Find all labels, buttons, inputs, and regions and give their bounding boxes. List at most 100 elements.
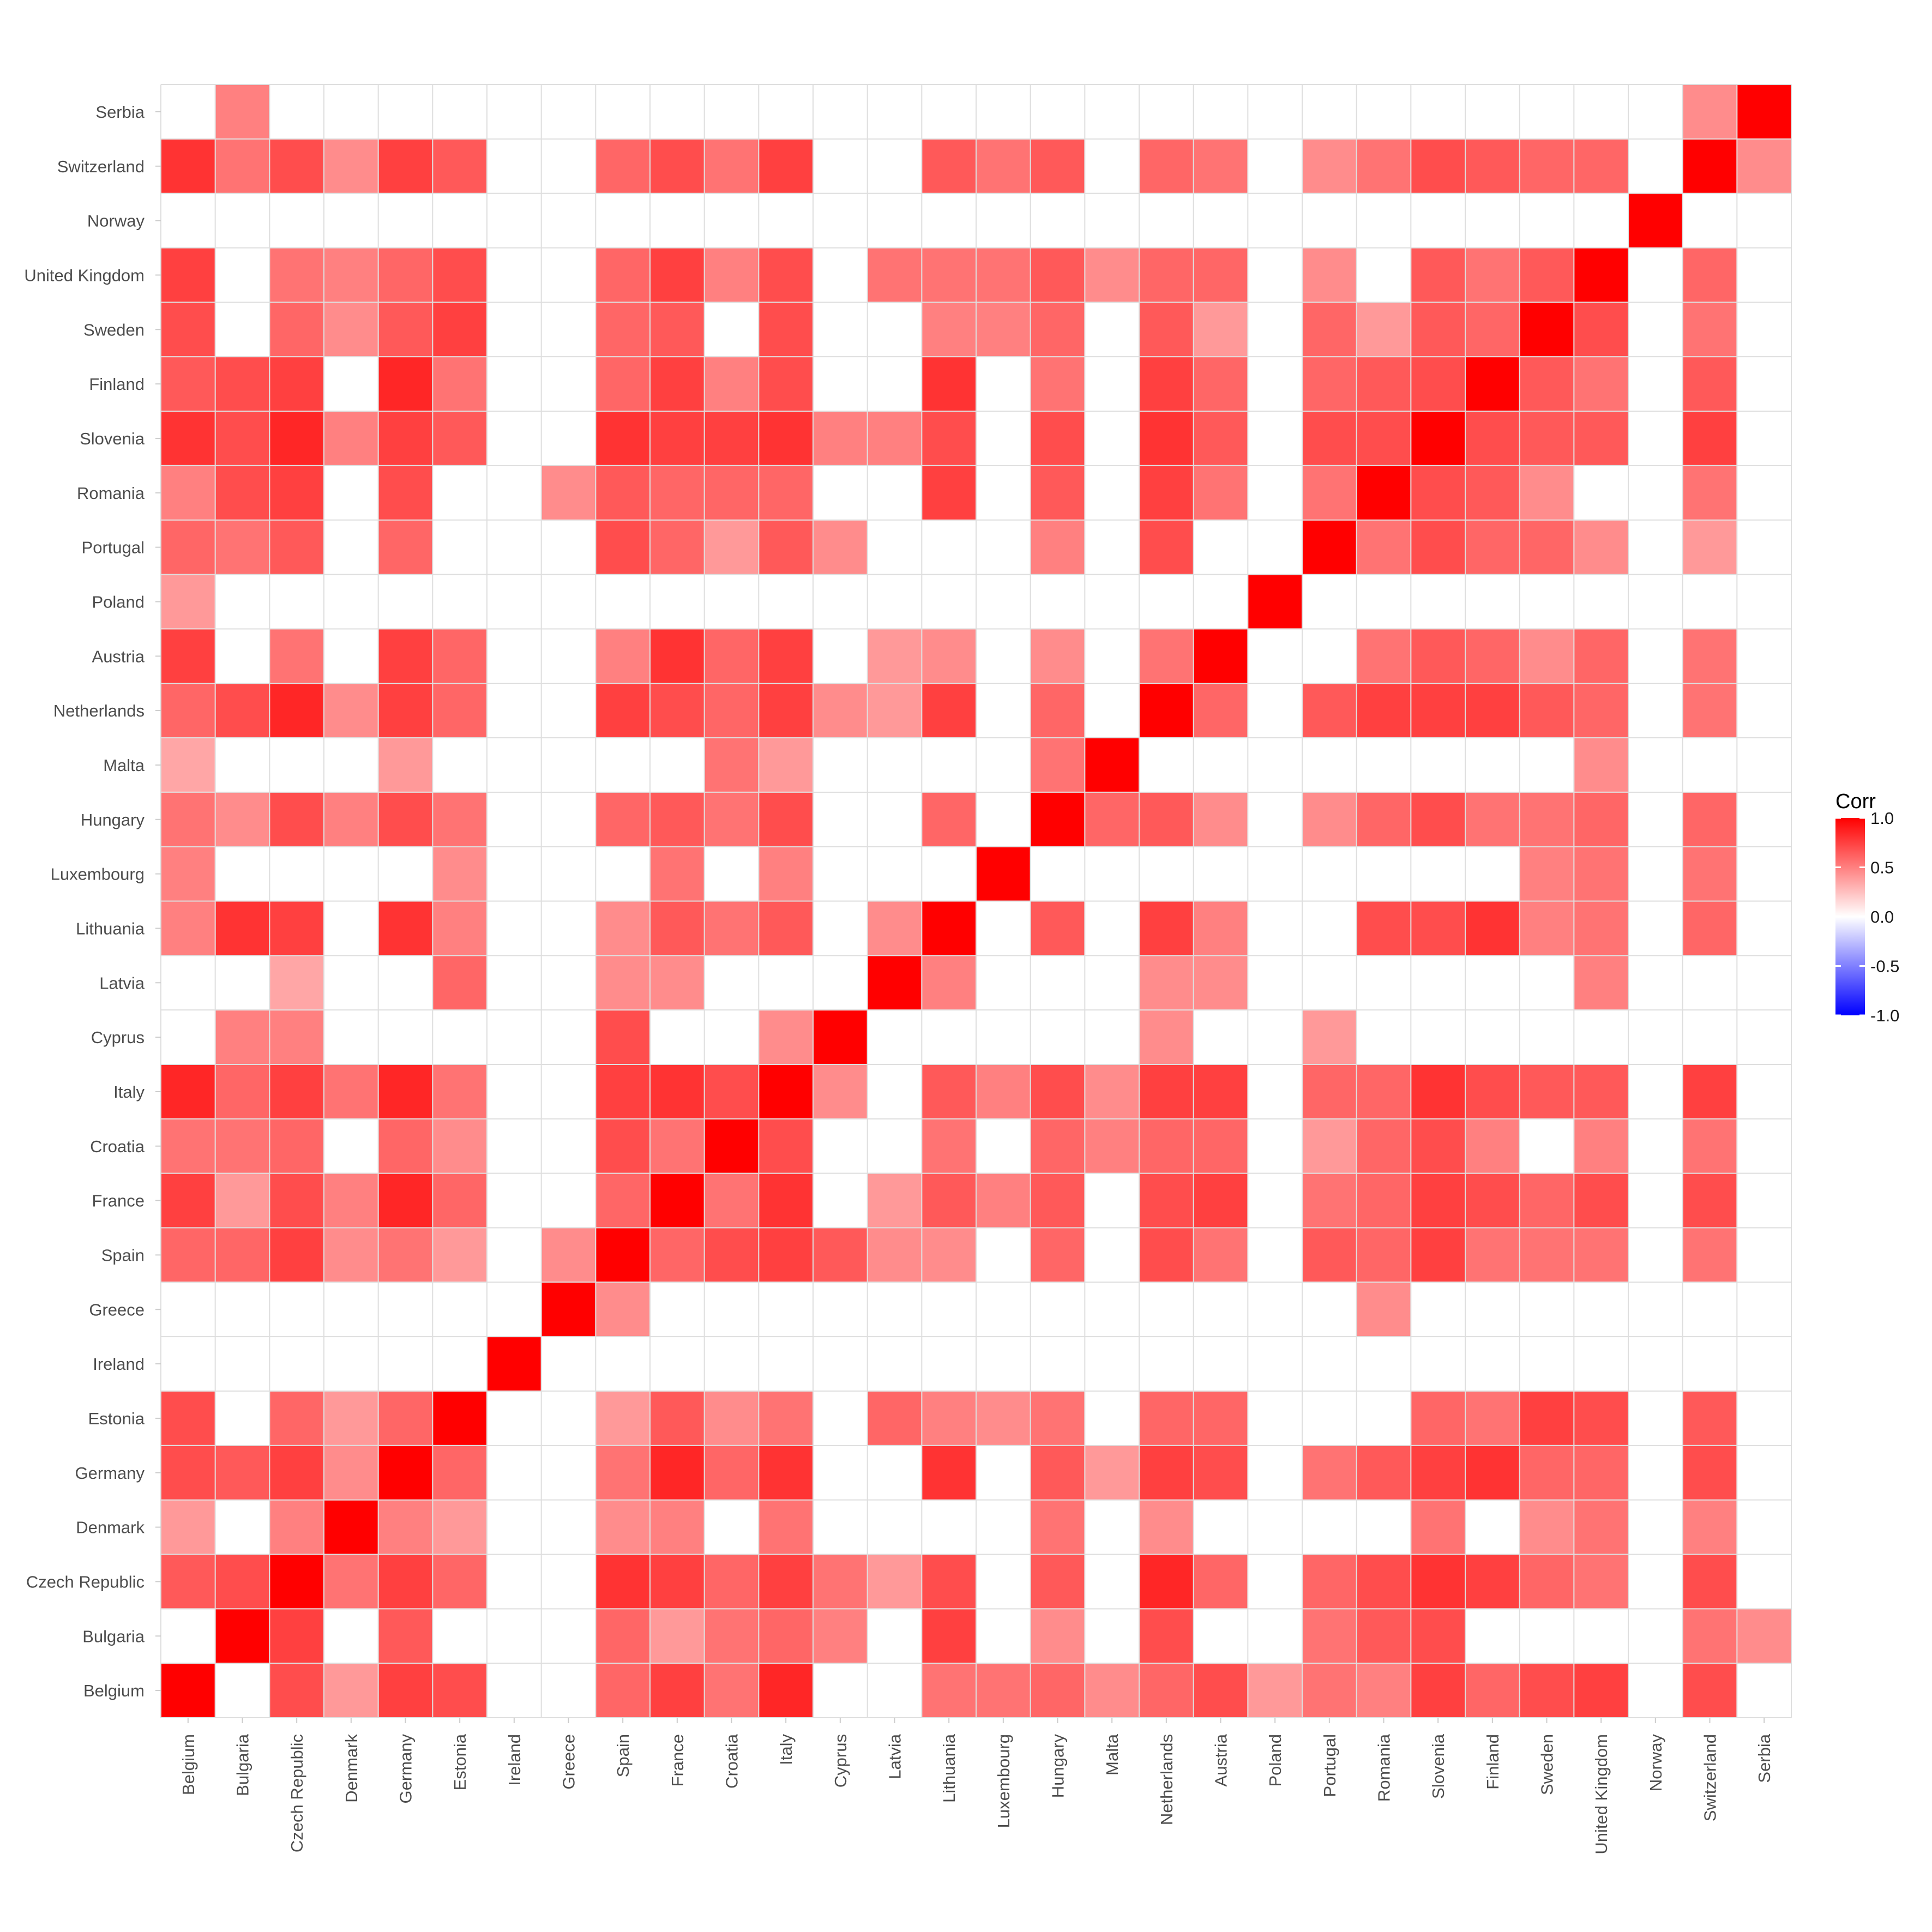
heatmap-cell-france-lithuania bbox=[651, 901, 704, 955]
heatmap-cell-sweden-spain bbox=[1520, 1228, 1574, 1282]
heatmap-cell-portugal-netherlands bbox=[1303, 684, 1356, 737]
heatmap-cell-croatia-finland bbox=[705, 357, 759, 411]
heatmap-cell-austria-united-kingdom bbox=[1194, 248, 1248, 302]
heatmap-cell-france-united-kingdom bbox=[651, 248, 704, 302]
heatmap-cell-bulgaria-czech-republic bbox=[215, 1555, 269, 1609]
heatmap-cell-france-germany bbox=[651, 1446, 704, 1500]
heatmap-cell-luxembourg-switzerland bbox=[977, 139, 1030, 193]
heatmap-cell-denmark-denmark bbox=[324, 1500, 378, 1554]
y-tick-label-greece: Greece bbox=[89, 1300, 145, 1319]
heatmap-cell-france-italy bbox=[651, 1065, 704, 1118]
heatmap-cell-belgium-portugal bbox=[161, 520, 215, 574]
heatmap-cell-estonia-latvia bbox=[433, 956, 486, 1010]
heatmap-cell-croatia-austria bbox=[705, 629, 759, 683]
heatmap-cell-estonia-germany bbox=[433, 1446, 486, 1500]
heatmap-cell-romania-romania bbox=[1357, 466, 1411, 520]
heatmap-cell-spain-greece bbox=[596, 1283, 649, 1337]
x-tick-label-greece: Greece bbox=[559, 1734, 579, 1790]
x-tick-label-latvia: Latvia bbox=[886, 1734, 905, 1779]
heatmap-cell-czech-republic-belgium bbox=[270, 1664, 323, 1717]
heatmap-cell-bulgaria-finland bbox=[215, 357, 269, 411]
y-tick-label-denmark: Denmark bbox=[76, 1518, 145, 1537]
heatmap-cell-united-kingdom-czech-republic bbox=[1574, 1555, 1628, 1609]
heatmap-cell-italy-united-kingdom bbox=[759, 248, 812, 302]
heatmap-cell-finland-portugal bbox=[1466, 520, 1519, 574]
x-tick-label-denmark: Denmark bbox=[342, 1734, 361, 1803]
heatmap-cell-lithuania-sweden bbox=[922, 303, 976, 357]
heatmap-cell-slovenia-austria bbox=[1411, 629, 1465, 683]
heatmap-cell-united-kingdom-luxembourg bbox=[1574, 847, 1628, 901]
heatmap-cell-hungary-romania bbox=[1031, 466, 1085, 520]
heatmap-cell-sweden-united-kingdom bbox=[1520, 248, 1574, 302]
heatmap-cell-italy-france bbox=[759, 1173, 812, 1227]
heatmap-cell-switzerland-croatia bbox=[1683, 1119, 1737, 1173]
heatmap-cell-denmark-spain bbox=[324, 1228, 378, 1282]
heatmap-cell-malta-croatia bbox=[1085, 1119, 1139, 1173]
heatmap-cell-italy-austria bbox=[759, 629, 812, 683]
heatmap-cell-czech-republic-france bbox=[270, 1173, 323, 1227]
heatmap-cell-czech-republic-sweden bbox=[270, 303, 323, 357]
grid-lines bbox=[160, 84, 1792, 1718]
heatmap-cell-croatia-united-kingdom bbox=[705, 248, 759, 302]
heatmap-cell-netherlands-lithuania bbox=[1140, 901, 1193, 955]
x-tick-label-austria: Austria bbox=[1212, 1734, 1231, 1786]
heatmap-cell-slovenia-denmark bbox=[1411, 1500, 1465, 1554]
heatmap-cell-czech-republic-hungary bbox=[270, 792, 323, 846]
x-axis-labels: Belgium Bulgaria Czech Republic Denmark Germ… bbox=[179, 1718, 1774, 1855]
heatmap-cell-romania-belgium bbox=[1357, 1664, 1411, 1717]
heatmap-cell-cyprus-portugal bbox=[814, 520, 867, 574]
heatmap-cell-netherlands-france bbox=[1140, 1173, 1193, 1227]
heatmap-cell-italy-netherlands bbox=[759, 684, 812, 737]
heatmap-cell-bulgaria-cyprus bbox=[215, 1010, 269, 1064]
y-tick-label-malta: Malta bbox=[103, 756, 145, 775]
heatmap-cell-hungary-sweden bbox=[1031, 303, 1085, 357]
heatmap-cell-czech-republic-germany bbox=[270, 1446, 323, 1500]
legend-tick-label: 0.5 bbox=[1870, 858, 1894, 877]
heatmap-cell-belgium-lithuania bbox=[161, 901, 215, 955]
heatmap-cell-spain-slovenia bbox=[596, 412, 649, 465]
heatmap-cell-croatia-hungary bbox=[705, 792, 759, 846]
heatmap-cell-croatia-netherlands bbox=[705, 684, 759, 737]
x-tick-label-belgium: Belgium bbox=[179, 1734, 198, 1795]
y-tick-label-spain: Spain bbox=[101, 1245, 145, 1265]
heatmap-cell-switzerland-austria bbox=[1683, 629, 1737, 683]
heatmap-cell-cyprus-italy bbox=[814, 1065, 867, 1118]
heatmap-cell-portugal-switzerland bbox=[1303, 139, 1356, 193]
heatmap-cell-hungary-belgium bbox=[1031, 1664, 1085, 1717]
heatmap-cell-czech-republic-portugal bbox=[270, 520, 323, 574]
heatmap-cell-spain-cyprus bbox=[596, 1010, 649, 1064]
heatmap-cell-bulgaria-france bbox=[215, 1173, 269, 1227]
heatmap-cell-switzerland-germany bbox=[1683, 1446, 1737, 1500]
heatmap-cell-estonia-austria bbox=[433, 629, 486, 683]
x-tick-label-cyprus: Cyprus bbox=[831, 1734, 850, 1787]
y-tick-label-sweden: Sweden bbox=[83, 320, 145, 339]
heatmap-cells bbox=[161, 85, 1791, 1717]
heatmap-cell-bulgaria-hungary bbox=[215, 792, 269, 846]
heatmap-cell-belgium-france bbox=[161, 1173, 215, 1227]
heatmap-cell-lithuania-hungary bbox=[922, 792, 976, 846]
x-tick-label-netherlands: Netherlands bbox=[1157, 1734, 1176, 1825]
heatmap-cell-united-kingdom-portugal bbox=[1574, 520, 1628, 574]
heatmap-cell-sweden-hungary bbox=[1520, 792, 1574, 846]
heatmap-cell-estonia-lithuania bbox=[433, 901, 486, 955]
heatmap-cell-denmark-belgium bbox=[324, 1664, 378, 1717]
heatmap-cell-switzerland-france bbox=[1683, 1173, 1737, 1227]
heatmap-cell-estonia-netherlands bbox=[433, 684, 486, 737]
heatmap-cell-hungary-malta bbox=[1031, 738, 1085, 792]
heatmap-cell-czech-republic-estonia bbox=[270, 1392, 323, 1445]
y-tick-label-austria: Austria bbox=[92, 647, 145, 666]
heatmap-cell-estonia-croatia bbox=[433, 1119, 486, 1173]
heatmap-cell-belgium-luxembourg bbox=[161, 847, 215, 901]
heatmap-cell-luxembourg-estonia bbox=[977, 1392, 1030, 1445]
heatmap-cell-luxembourg-luxembourg bbox=[977, 847, 1030, 901]
heatmap-cell-spain-czech-republic bbox=[596, 1555, 649, 1609]
heatmap-cell-belgium-malta bbox=[161, 738, 215, 792]
heatmap-cell-switzerland-serbia bbox=[1683, 85, 1737, 139]
heatmap-cell-lithuania-czech-republic bbox=[922, 1555, 976, 1609]
heatmap-cell-hungary-spain bbox=[1031, 1228, 1085, 1282]
heatmap-cell-bulgaria-portugal bbox=[215, 520, 269, 574]
y-tick-label-croatia: Croatia bbox=[90, 1137, 145, 1156]
heatmap-cell-france-denmark bbox=[651, 1500, 704, 1554]
heatmap-cell-france-hungary bbox=[651, 792, 704, 846]
heatmap-cell-czech-republic-switzerland bbox=[270, 139, 323, 193]
